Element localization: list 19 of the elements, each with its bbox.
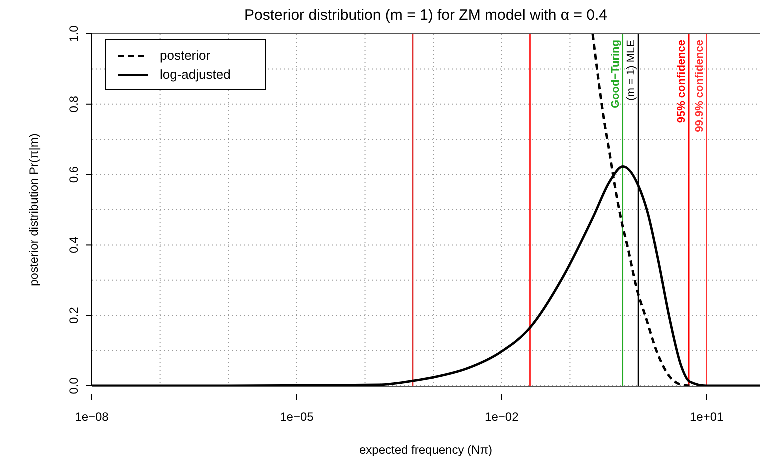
y-axis-title: posterior distribution Pr(π|m) [27, 134, 41, 286]
ref-line-label: 95% confidence [676, 40, 688, 124]
y-tick-label: 1.0 [67, 25, 81, 42]
chart-title: Posterior distribution (m = 1) for ZM model with α = 0.4 [244, 7, 608, 24]
x-tick-label: 1e−02 [485, 410, 520, 424]
x-tick-label: 1e−08 [75, 410, 110, 424]
ref-line-label: Good−Turing [610, 40, 622, 109]
x-tick-label: 1e+01 [690, 410, 724, 424]
y-tick-label: 0.4 [67, 236, 81, 254]
y-tick-label: 0.8 [67, 96, 81, 113]
y-tick-label: 0.2 [67, 306, 81, 324]
x-tick-label: 1e−05 [280, 410, 314, 424]
y-tick-label: 0.6 [67, 166, 81, 184]
legend-label: log-adjusted [160, 67, 231, 82]
y-tick-label: 0.0 [67, 377, 81, 394]
x-axis-title: expected frequency (Nπ) [359, 443, 493, 457]
ref-line-label: 99.9% confidence [694, 40, 706, 132]
legend-label: posterior [160, 48, 212, 63]
ref-line-label: (m = 1) MLE [626, 40, 638, 101]
